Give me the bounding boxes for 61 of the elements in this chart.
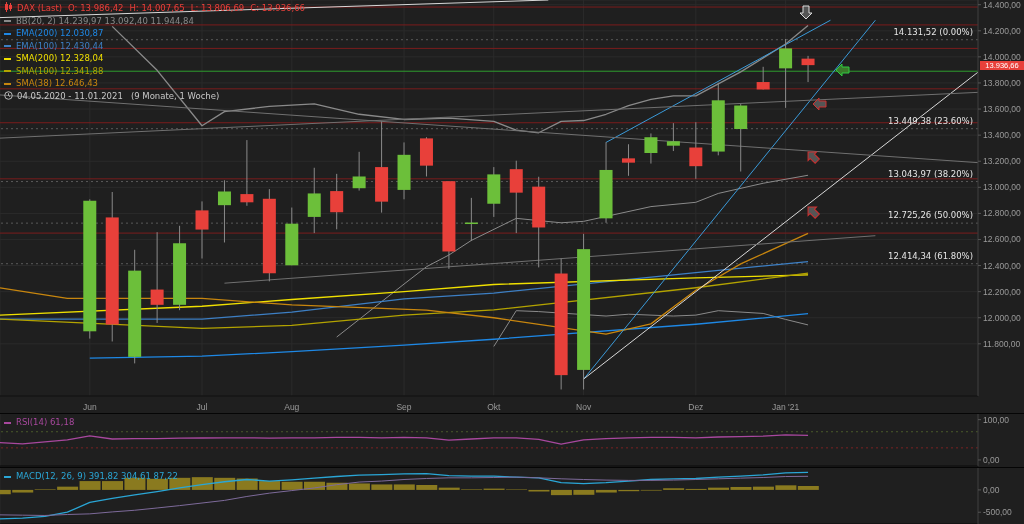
candlestick xyxy=(195,200,209,260)
x-tick-label: Aug xyxy=(284,402,300,413)
candlestick xyxy=(217,179,231,243)
line-series xyxy=(0,274,809,316)
legend-label: SMA(38) 12.646,43 xyxy=(16,78,98,88)
ref-line-label: 12.414,34 (61.80%) xyxy=(887,250,973,261)
candlestick xyxy=(801,55,815,83)
x-tick-label: Jan '21 xyxy=(772,402,800,413)
y-tick-label: 12.400,00 xyxy=(983,260,1022,271)
y-tick-label: 13.600,00 xyxy=(983,104,1022,115)
ref-line-label: 13.043,97 (38.20%) xyxy=(887,168,973,179)
line-series xyxy=(0,434,809,445)
y-tick-label: 12.800,00 xyxy=(983,208,1022,219)
legend-label: SMA(200) 12.328,04 xyxy=(16,53,104,63)
x-tick-label: Dez xyxy=(688,402,704,413)
annotation: H: 14.007,65 xyxy=(129,3,185,13)
y-tick-label: 12.600,00 xyxy=(983,234,1022,245)
y-tick-label: -500,00 xyxy=(983,507,1013,518)
y-tick-label: 0,00 xyxy=(983,454,1000,465)
x-tick-label: Jun xyxy=(82,402,97,413)
line-series xyxy=(0,232,809,335)
candlestick xyxy=(666,122,680,152)
candlestick xyxy=(330,173,344,230)
text: 04.05.2020 - 11.01.2021 (9 Monate, 1 Woche) xyxy=(17,90,220,101)
line-series xyxy=(493,310,809,347)
chart-title: DAX (Last) xyxy=(17,3,63,13)
y-tick-label: 14.400,00 xyxy=(983,0,1022,10)
legend-label: BB(20, 2) 14.239,97 13.092,40 11.944,84 xyxy=(16,15,194,26)
y-tick-label: 13.200,00 xyxy=(983,156,1022,167)
y-tick-label: 100,00 xyxy=(983,414,1010,425)
candlestick xyxy=(734,103,748,173)
y-tick-label: 0,00 xyxy=(983,484,1000,495)
x-tick-label: Sep xyxy=(396,402,412,413)
y-tick-label: 14.000,00 xyxy=(983,51,1022,62)
x-tick-label: Okt xyxy=(487,402,502,413)
y-tick-label: 11.800,00 xyxy=(983,338,1021,349)
legend-label: EMA(100) 12.430,44 xyxy=(16,40,104,51)
x-tick-label: Nov xyxy=(576,402,592,413)
candlestick xyxy=(352,151,366,192)
candlestick xyxy=(689,121,703,180)
y-tick-label: 13.400,00 xyxy=(983,130,1022,141)
y-tick-label: 13.000,00 xyxy=(983,182,1022,193)
annotation: O: 13.986,42 xyxy=(68,3,124,13)
ref-line-label: 14.131,52 (0.00%) xyxy=(893,26,973,37)
legend-label: RSI(14) 61,18 xyxy=(16,417,75,427)
candlestick xyxy=(307,167,321,234)
line-series xyxy=(0,272,809,329)
candlestick xyxy=(779,38,793,109)
legend-label: EMA(200) 12.030,87 xyxy=(16,28,104,38)
line-series xyxy=(89,313,809,359)
bar xyxy=(797,486,819,490)
ref-line-label: 12.725,26 (50.00%) xyxy=(887,210,973,221)
y-tick-label: 14.200,00 xyxy=(983,25,1022,36)
candlestick xyxy=(621,143,635,177)
y-tick-label: 12.000,00 xyxy=(983,312,1022,323)
candlestick xyxy=(644,132,658,165)
candlestick xyxy=(240,139,254,207)
y-tick-label: 12.200,00 xyxy=(983,286,1022,297)
y-tick-label: 13.800,00 xyxy=(983,77,1022,88)
candlestick xyxy=(150,231,164,324)
x-tick-label: Jul xyxy=(196,402,208,413)
